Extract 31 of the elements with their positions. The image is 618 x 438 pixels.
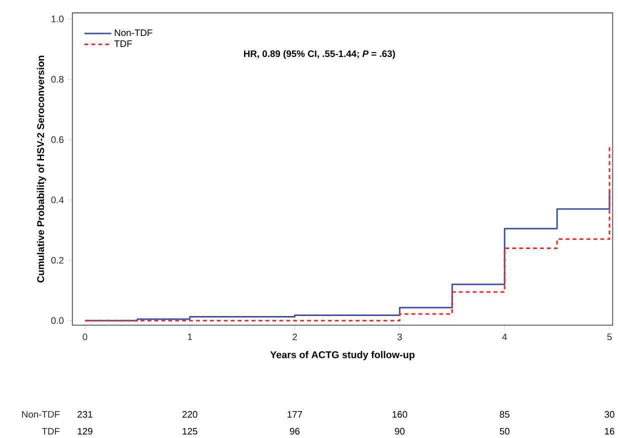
text: TDF <box>42 428 60 435</box>
text: 125 <box>182 428 198 435</box>
y-tick-label: 0.2 <box>51 257 64 264</box>
text: 177 <box>288 411 302 418</box>
text: 129 <box>78 428 92 435</box>
annotation: HR, 0.89 (95% CI, .55-1.44; P = .63) <box>244 50 395 59</box>
x-tick-label: 3 <box>397 334 402 340</box>
y-tick-label: 0.0 <box>51 317 64 324</box>
text: 160 <box>392 411 408 418</box>
x-axis-title: Years of ACTG study follow-up <box>270 351 415 360</box>
text: Non-TDF <box>22 411 60 418</box>
x-tick-label: 1 <box>188 334 192 340</box>
text: 50 <box>500 428 510 435</box>
y-axis-title: Cumulative Probability of HSV-2 Seroconversion <box>36 56 46 283</box>
x-tick-label: 4 <box>502 334 507 340</box>
text: 220 <box>182 411 198 418</box>
y-tick-label: 1.0 <box>52 16 64 22</box>
text: 231 <box>78 411 92 418</box>
y-tick-label: 0.6 <box>51 136 64 144</box>
y-tick-label: 0.8 <box>51 76 64 83</box>
legend-label: TDF <box>114 40 132 47</box>
text: 90 <box>394 428 405 435</box>
y-tick-label: 0.4 <box>51 196 64 204</box>
x-tick-label: 5 <box>607 334 612 340</box>
text: 85 <box>500 411 510 418</box>
x-tick-label: 0 <box>82 334 88 340</box>
text: 30 <box>604 411 614 418</box>
text: 96 <box>290 428 300 435</box>
legend-label: Non-TDF <box>114 30 152 36</box>
text: 16 <box>604 428 614 435</box>
x-tick-label: 2 <box>292 334 297 340</box>
